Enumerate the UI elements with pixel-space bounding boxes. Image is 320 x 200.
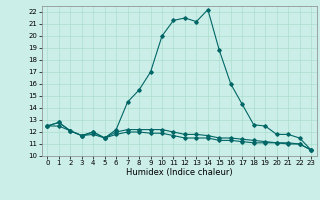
X-axis label: Humidex (Indice chaleur): Humidex (Indice chaleur) [126, 168, 233, 177]
